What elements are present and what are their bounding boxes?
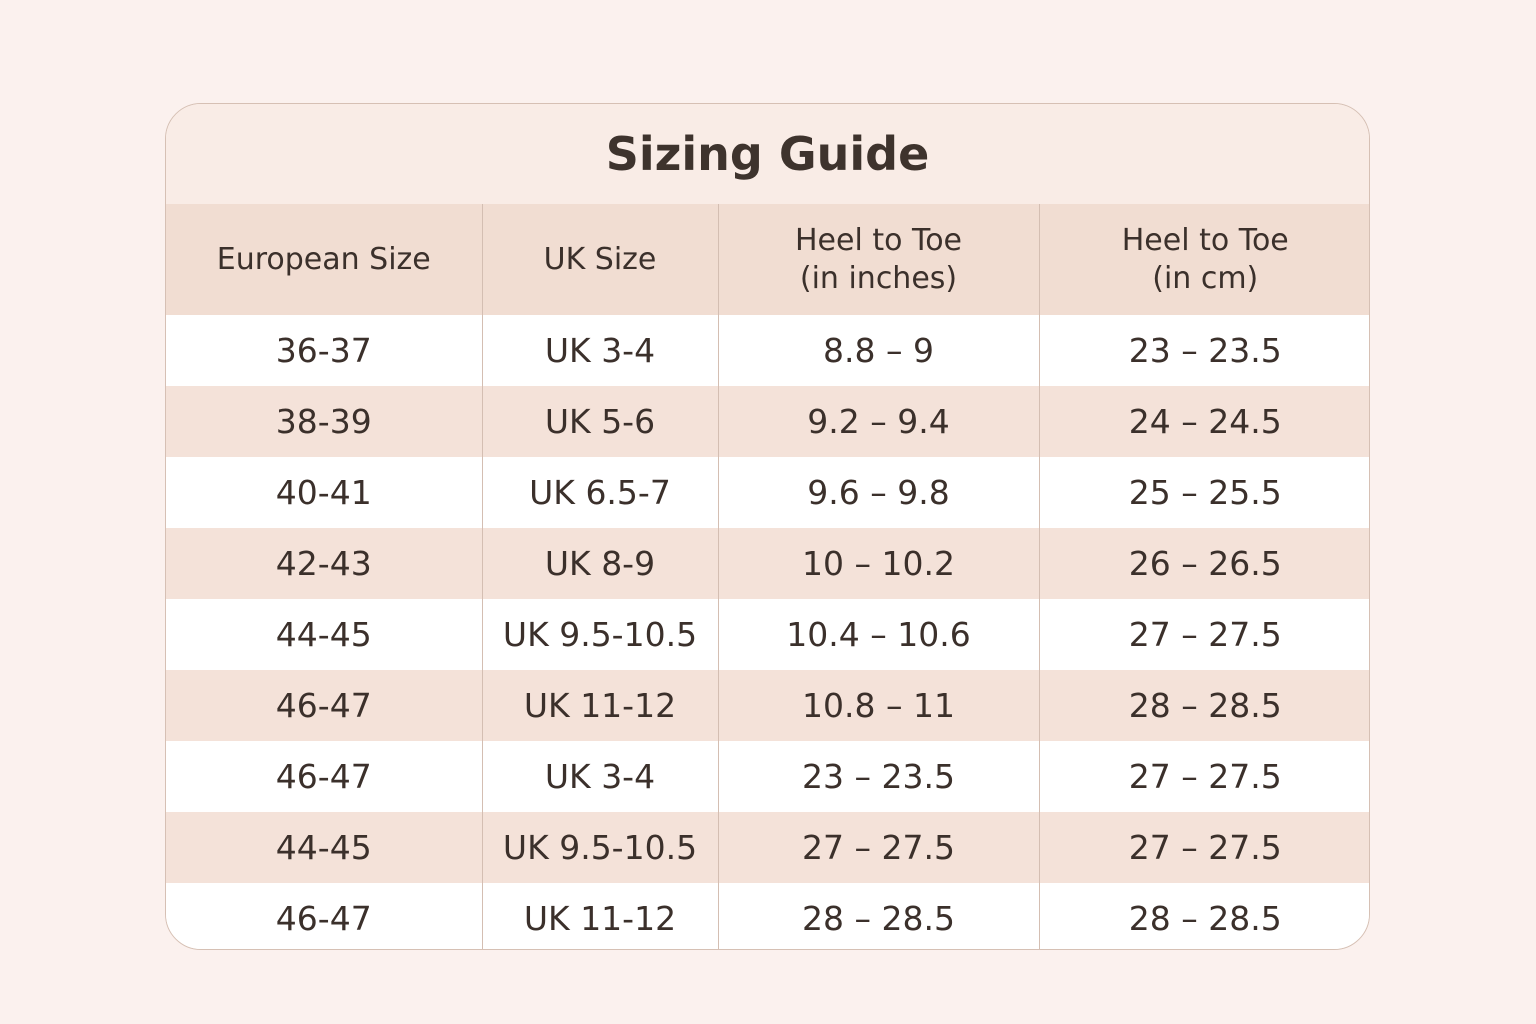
table-cell: 46-47 — [166, 670, 482, 741]
table-cell: UK 9.5-10.5 — [481, 599, 718, 670]
table-cell: 23 – 23.5 — [717, 741, 1039, 812]
table-cell: UK 6.5-7 — [481, 457, 718, 528]
table-cell: 44-45 — [166, 599, 482, 670]
table-cell: UK 3-4 — [481, 315, 718, 386]
table-cell: 24 – 24.5 — [1038, 386, 1369, 457]
table-row: 40-41 UK 6.5-7 9.6 – 9.8 25 – 25.5 — [166, 457, 1369, 528]
column-unit: (in inches) — [799, 260, 958, 296]
table-body: 36-37 UK 3-4 8.8 – 9 23 – 23.5 38-39 UK 5-6 9.… — [166, 315, 1369, 949]
table-cell: 42-43 — [166, 528, 482, 599]
table-row: 46-47 UK 3-4 23 – 23.5 27 – 27.5 — [166, 741, 1369, 812]
table-cell: 10.8 – 11 — [717, 670, 1039, 741]
column-label: European Size — [216, 241, 431, 277]
column-header: Heel to Toe (in cm) — [1038, 204, 1369, 315]
table-row: 46-47 UK 11-12 28 – 28.5 28 – 28.5 — [166, 883, 1369, 949]
table-cell: 8.8 – 9 — [717, 315, 1039, 386]
table-row: 44-45 UK 9.5-10.5 27 – 27.5 27 – 27.5 — [166, 812, 1369, 883]
table-cell: 44-45 — [166, 812, 482, 883]
table-cell: 23 – 23.5 — [1038, 315, 1369, 386]
header-row: European Size UK Size Heel to Toe (in inche… — [166, 204, 1369, 315]
table-row: 44-45 UK 9.5-10.5 10.4 – 10.6 27 – 27.5 — [166, 599, 1369, 670]
table-cell: 9.2 – 9.4 — [717, 386, 1039, 457]
sizing-card: Sizing Guide European Size UK Size Heel to… — [165, 103, 1370, 950]
table-cell: 10 – 10.2 — [717, 528, 1039, 599]
table-cell: 28 – 28.5 — [1038, 883, 1369, 949]
table-row: 38-39 UK 5-6 9.2 – 9.4 24 – 24.5 — [166, 386, 1369, 457]
table-cell: 36-37 — [166, 315, 482, 386]
table-cell: UK 11-12 — [481, 883, 718, 949]
table-cell: 28 – 28.5 — [717, 883, 1039, 949]
table-cell: 27 – 27.5 — [1038, 741, 1369, 812]
table-row: 42-43 UK 8-9 10 – 10.2 26 – 26.5 — [166, 528, 1369, 599]
table-cell: UK 11-12 — [481, 670, 718, 741]
table-cell: 46-47 — [166, 741, 482, 812]
column-header: UK Size — [481, 204, 718, 315]
table-cell: 26 – 26.5 — [1038, 528, 1369, 599]
table-cell: 10.4 – 10.6 — [717, 599, 1039, 670]
column-unit: (in cm) — [1152, 260, 1259, 296]
column-header: European Size — [166, 204, 482, 315]
table-cell: 40-41 — [166, 457, 482, 528]
table-row: 36-37 UK 3-4 8.8 – 9 23 – 23.5 — [166, 315, 1369, 386]
table-cell: 46-47 — [166, 883, 482, 949]
table-cell: 9.6 – 9.8 — [717, 457, 1039, 528]
table-cell: UK 8-9 — [481, 528, 718, 599]
column-header: Heel to Toe (in inches) — [717, 204, 1039, 315]
table-cell: UK 5-6 — [481, 386, 718, 457]
table-cell: 38-39 — [166, 386, 482, 457]
table-cell: UK 3-4 — [481, 741, 718, 812]
table-cell: 27 – 27.5 — [1038, 812, 1369, 883]
column-label: UK Size — [543, 241, 657, 277]
table-cell: 27 – 27.5 — [1038, 599, 1369, 670]
table-cell: 28 – 28.5 — [1038, 670, 1369, 741]
table-row: 46-47 UK 11-12 10.8 – 11 28 – 28.5 — [166, 670, 1369, 741]
sizing-table: European Size UK Size Heel to Toe (in inche… — [166, 204, 1369, 949]
table-cell: 27 – 27.5 — [717, 812, 1039, 883]
table-cell: UK 9.5-10.5 — [481, 812, 718, 883]
title: Sizing Guide — [166, 104, 1369, 204]
table-cell: 25 – 25.5 — [1038, 457, 1369, 528]
column-label: Heel to Toe — [1121, 222, 1289, 258]
column-label: Heel to Toe — [794, 222, 963, 258]
